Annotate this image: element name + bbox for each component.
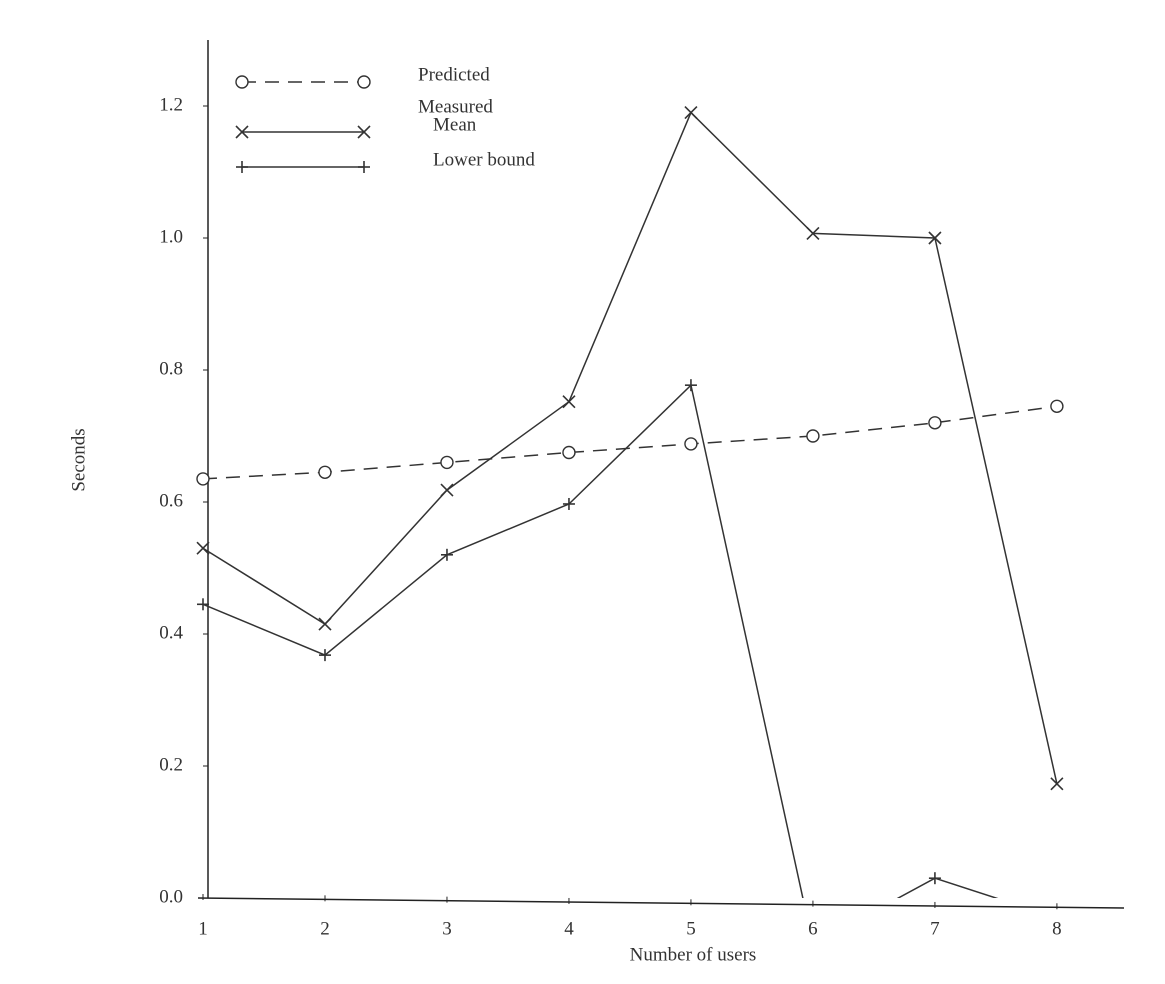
marker-circle (357, 75, 371, 89)
marker-stroke (357, 125, 371, 139)
marker-shape (684, 437, 698, 451)
marker-plus (236, 161, 248, 173)
x-tick-label: 1 (198, 918, 208, 939)
x-tick-label: 6 (808, 918, 818, 939)
x-axis-label: Number of users (630, 944, 757, 965)
marker-stroke (318, 617, 332, 631)
marker-shape (562, 445, 576, 460)
marker-plus (358, 161, 370, 173)
marker-circle (806, 429, 820, 443)
plot-area (196, 106, 1064, 950)
marker-circle (562, 445, 576, 460)
legend-label: Mean (433, 114, 477, 135)
marker-shape (357, 75, 371, 89)
y-tick-label: 1.2 (159, 94, 183, 115)
marker-x (357, 125, 371, 139)
marker-x (318, 617, 332, 631)
marker-circle (235, 75, 249, 89)
marker-shape (928, 416, 942, 430)
marker-stroke (562, 395, 576, 409)
marker-stroke (196, 541, 210, 555)
marker-plus (562, 497, 575, 510)
series-line (202, 405, 1058, 480)
y-tick-label: 0.8 (159, 358, 183, 379)
legend-title: Measured (418, 96, 493, 117)
series-line (202, 111, 1058, 784)
marker-stroke (440, 483, 454, 497)
marker-circle (1050, 399, 1064, 413)
series-line (202, 383, 999, 898)
legend-label: Lower bound (433, 149, 535, 170)
marker-plus (928, 872, 941, 885)
marker-stroke (1050, 777, 1064, 791)
y-tick-label: 0.2 (159, 754, 183, 775)
marker-stroke (806, 226, 820, 240)
marker-x (235, 125, 249, 139)
marker-x (562, 395, 576, 409)
marker-stroke (928, 231, 942, 245)
marker-stroke (684, 106, 698, 120)
marker-shape (806, 429, 820, 443)
marker-shape (440, 455, 454, 470)
legend-label: Predicted (418, 64, 490, 85)
marker-x (928, 231, 942, 245)
marker-plus (684, 379, 697, 392)
marker-circle (928, 416, 942, 430)
x-tick-label: 4 (564, 918, 574, 939)
y-tick-label: 1.0 (159, 226, 183, 247)
marker-x (1050, 777, 1064, 791)
marker-circle (440, 455, 454, 470)
marker-plus (197, 598, 209, 611)
marker-x (806, 226, 820, 240)
x-tick-label: 5 (686, 918, 696, 939)
marker-plus (440, 548, 453, 561)
marker-x (684, 106, 698, 120)
x-tick-label: 3 (442, 918, 452, 939)
marker-x (440, 483, 454, 497)
marker-circle (196, 472, 210, 486)
x-tick-label: 2 (320, 918, 330, 939)
y-axis-label: Seconds (68, 428, 89, 491)
marker-circle (318, 465, 332, 479)
y-tick-label: 0.0 (159, 886, 183, 907)
marker-shape (196, 472, 210, 486)
y-tick-label: 0.4 (159, 622, 183, 643)
marker-shape (1050, 399, 1064, 413)
marker-stroke (235, 125, 249, 139)
marker-circle (684, 437, 698, 451)
marker-x (196, 541, 210, 555)
x-axis (197, 897, 1125, 909)
x-tick-label: 8 (1052, 918, 1062, 939)
marker-shape (318, 465, 332, 479)
x-tick-label: 7 (930, 918, 940, 939)
marker-plus (318, 649, 331, 662)
y-tick-label: 0.6 (159, 490, 183, 511)
marker-plus (807, 938, 819, 950)
marker-shape (235, 75, 249, 89)
